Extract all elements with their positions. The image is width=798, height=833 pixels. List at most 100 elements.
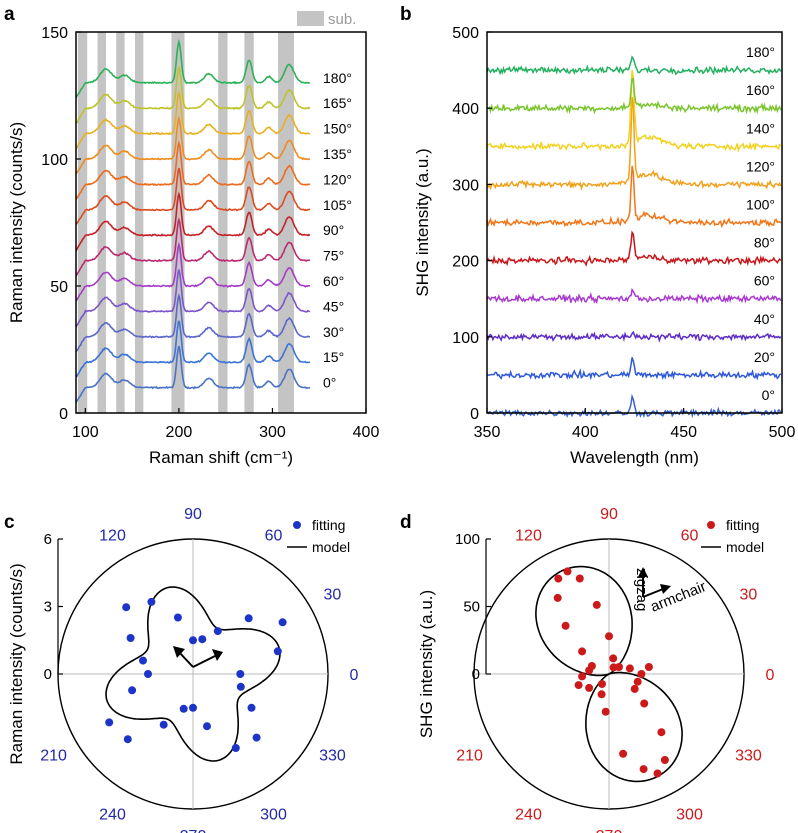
x-axis-label-b: Wavelength (nm) <box>570 448 699 467</box>
radial-tick-label-c-3: 3 <box>44 599 52 616</box>
y-tick-label-b-500: 500 <box>452 25 479 42</box>
substrate-band-6 <box>244 32 254 413</box>
angle-label-d-300: 300 <box>676 806 703 823</box>
data-point-c-22 <box>247 703 256 712</box>
data-point-d-4 <box>553 593 562 602</box>
angle-label-d-330: 330 <box>735 748 762 765</box>
angle-label-d-90: 90 <box>600 506 618 523</box>
y-tick-label-a-100: 100 <box>41 152 68 169</box>
data-point-c-0 <box>236 670 245 678</box>
raman-series-150° <box>75 90 310 150</box>
shg-series-160° <box>486 77 782 115</box>
data-point-c-4 <box>213 627 222 636</box>
raman-series-label-7: 105° <box>323 197 352 213</box>
data-point-c-20 <box>231 744 240 752</box>
data-point-c-23 <box>236 682 245 691</box>
data-point-d-21 <box>630 684 639 693</box>
data-point-c-16 <box>159 720 168 729</box>
shg-series-180° <box>486 55 782 76</box>
shg-series-label-0: 0° <box>762 387 775 403</box>
data-point-c-6 <box>189 636 197 645</box>
plot-frame-b <box>486 31 783 414</box>
angle-label-c-30: 30 <box>324 587 342 604</box>
panel-c-raman-polar: 0 3 6 Raman intensity (counts/s) 0 30 60 90 120 2… <box>7 506 359 833</box>
angle-label-c-120: 120 <box>99 528 126 545</box>
data-point-d-24 <box>625 664 634 673</box>
annotation-armchair: armchair <box>648 578 708 616</box>
legend-label-model-d: model <box>726 539 764 555</box>
x-axis-label-a: Raman shift (cm⁻¹) <box>149 448 293 467</box>
data-point-d-23 <box>637 670 646 678</box>
raman-series-label-1: 15° <box>323 349 344 365</box>
legend-label-model-c: model <box>312 539 350 555</box>
shg-series-label-8: 160° <box>746 82 775 98</box>
raman-series-165° <box>75 65 311 124</box>
arrow-head-zigzag-c <box>173 646 185 658</box>
raman-series-0° <box>75 345 311 404</box>
data-point-d-1 <box>575 574 584 583</box>
data-point-d-20 <box>640 699 649 708</box>
data-point-c-3 <box>244 614 253 623</box>
shg-series-label-4: 80° <box>754 235 775 251</box>
shg-series-label-3: 60° <box>754 273 775 289</box>
legend-label-fitting-c: fitting <box>312 517 345 533</box>
angle-label-d-30: 30 <box>740 587 758 604</box>
substrate-band-2 <box>116 32 125 413</box>
data-point-c-21 <box>252 733 261 742</box>
y-tick-label-a-150: 150 <box>41 25 68 42</box>
data-point-d-26 <box>609 663 618 672</box>
panel-label-b: b <box>400 4 412 25</box>
shg-series-label-2: 40° <box>754 311 775 327</box>
data-point-c-15 <box>123 735 132 744</box>
angle-label-d-240: 240 <box>515 806 542 823</box>
y-tick-label-b-0: 0 <box>470 406 479 423</box>
data-point-c-18 <box>189 703 197 712</box>
raman-series-180° <box>75 38 311 99</box>
angle-label-d-0: 0 <box>766 667 775 684</box>
shg-series-20° <box>486 357 782 381</box>
raman-series-15° <box>75 320 311 378</box>
arrow-head-zigzag-d <box>638 567 648 577</box>
data-point-c-5 <box>198 635 207 644</box>
data-point-c-14 <box>105 718 114 727</box>
raman-series-label-4: 60° <box>323 273 344 289</box>
arrow-head-armchair-c <box>212 649 223 661</box>
radial-tick-label-d-0: 0 <box>472 666 480 683</box>
shg-series-100° <box>486 165 782 229</box>
x-tick-label-a-300: 300 <box>259 424 286 441</box>
shg-series-40° <box>486 330 782 343</box>
y-tick-label-a-0: 0 <box>59 406 68 423</box>
raman-series-label-9: 135° <box>323 146 352 162</box>
raman-series-label-2: 30° <box>323 324 344 340</box>
data-point-d-18 <box>660 756 669 764</box>
data-point-c-2 <box>278 618 287 627</box>
data-point-d-14 <box>601 707 610 716</box>
raman-series-label-5: 75° <box>323 248 344 264</box>
substrate-band-0 <box>77 32 88 413</box>
raman-series-label-10: 150° <box>323 121 352 137</box>
radial-tick-label-d-100: 100 <box>455 531 480 548</box>
raman-series-label-12: 180° <box>323 70 352 86</box>
data-point-d-10 <box>574 681 583 690</box>
panel-label-c: c <box>4 512 15 533</box>
x-tick-label-b-500: 500 <box>769 424 796 441</box>
y-axis-label-b: SHG intensity (a.u.) <box>413 148 432 296</box>
panel-d-shg-polar: 0 50 100 SHG intensity (a.u.) 0 30 60 90 120 210 2… <box>417 506 775 833</box>
data-point-d-2 <box>563 567 572 576</box>
raman-series-60° <box>75 241 310 302</box>
x-tick-label-b-400: 400 <box>572 424 599 441</box>
shg-series-80° <box>486 230 782 267</box>
legend-marker-fitting-d <box>707 521 715 529</box>
data-point-c-13 <box>128 686 137 695</box>
raman-series-label-11: 165° <box>323 95 352 111</box>
raman-series-label-0: 0° <box>323 375 336 391</box>
angle-label-c-0: 0 <box>350 667 359 684</box>
substrate-band-3 <box>134 32 144 413</box>
data-point-c-11 <box>139 656 147 665</box>
y-tick-label-a-50: 50 <box>50 279 68 296</box>
raman-series-120° <box>75 140 311 200</box>
data-point-c-17 <box>179 704 188 713</box>
panel-a-raman-spectra: 0° 15° 30° 45° 60° 75° 90° 105° 120° 135° 150° 165°… <box>7 11 379 467</box>
radial-tick-label-c-0: 0 <box>44 666 52 683</box>
angle-label-c-300: 300 <box>260 806 287 823</box>
